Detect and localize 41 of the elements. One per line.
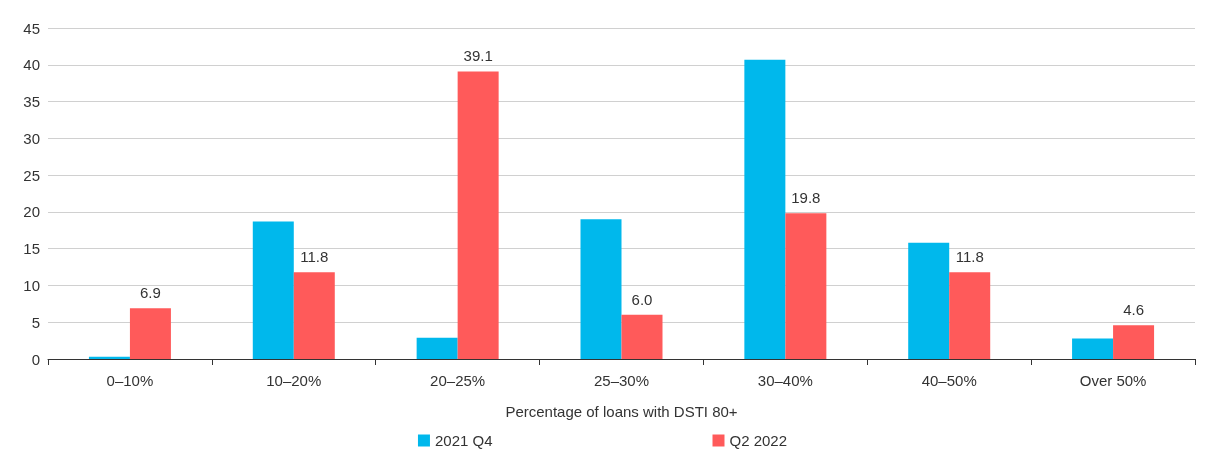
bar [621,314,663,359]
x-tick-label: 0–10% [106,372,154,389]
x-axis-title: Percentage of loans with DSTI 80+ [505,403,738,420]
x-tick-label: 30–40% [757,372,813,389]
x-tick-label: 20–25% [430,372,486,389]
data-label: 4.6 [1123,301,1144,319]
y-tick-label: 20 [23,203,40,221]
x-tick-label: 10–20% [266,372,322,389]
y-tick-label: 5 [31,313,40,331]
data-label: 6.9 [140,284,161,302]
bar [252,221,294,359]
bar [908,242,950,359]
y-tick-label: 30 [23,129,40,147]
y-tick-label: 40 [23,56,40,74]
bar [129,308,171,359]
bar [416,337,458,359]
y-tick-label: 15 [23,240,40,258]
x-tick-label: Over 50% [1079,372,1147,389]
bar [1113,325,1155,359]
bar [949,272,991,359]
legend-label: Q2 2022 [729,432,788,449]
y-tick-label: 45 [23,19,40,37]
y-tick-label: 35 [23,93,40,111]
bar [580,219,622,359]
data-label: 11.8 [955,248,984,266]
bar [88,356,130,359]
y-tick-label: 10 [23,276,40,294]
data-label: 11.8 [300,248,329,266]
bar [785,213,827,359]
data-label: 39.1 [463,47,493,65]
data-label: 6.0 [631,290,653,308]
bar [293,272,335,359]
bar [1072,338,1114,359]
x-tick-label: 25–30% [593,372,650,389]
bar [744,59,786,359]
data-label: 19.8 [791,189,821,207]
y-tick-label: 25 [23,166,40,184]
legend-label: 2021 Q4 [434,432,493,449]
y-tick-label: 0 [31,350,40,368]
bar [457,71,499,359]
x-tick-label: 40–50% [921,372,977,389]
